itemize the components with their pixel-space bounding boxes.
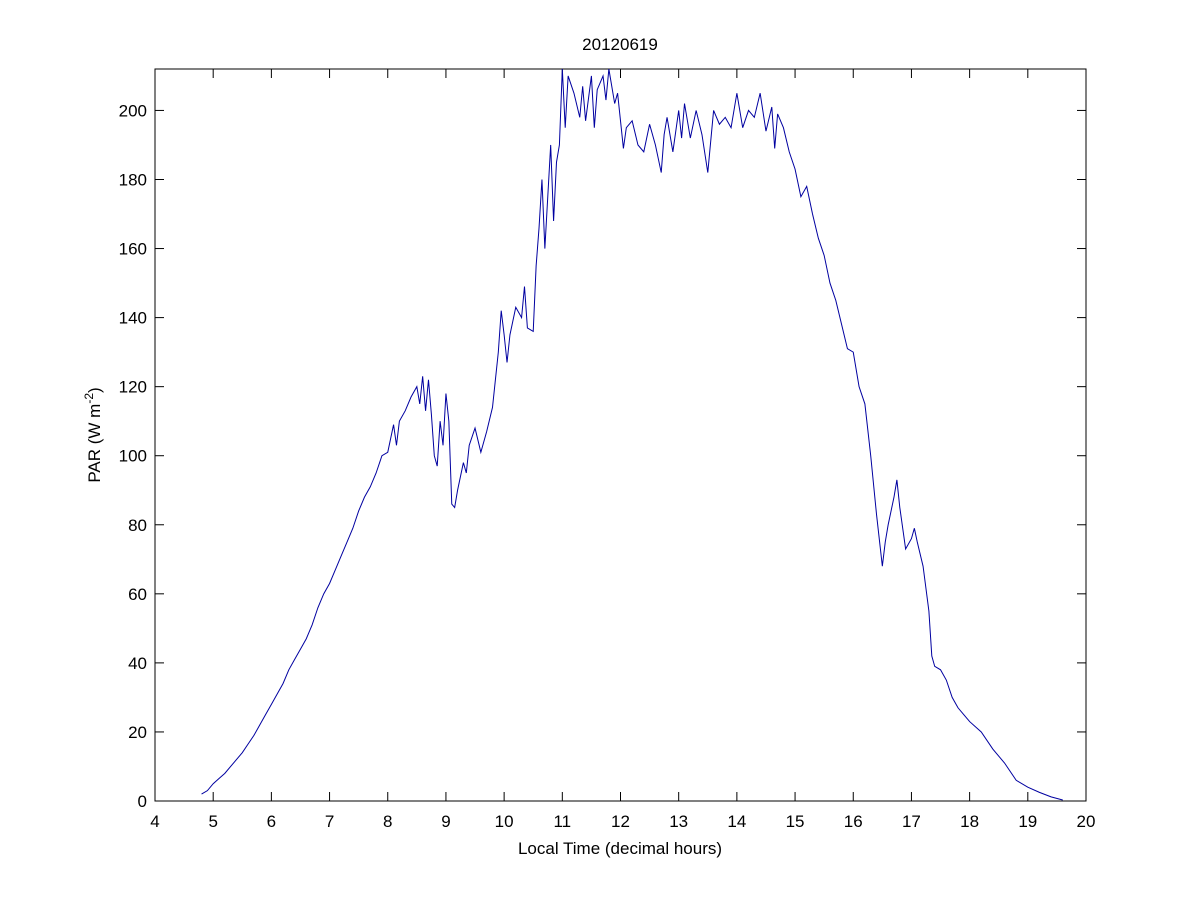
x-tick-label: 8 bbox=[383, 812, 392, 831]
x-tick-label: 18 bbox=[960, 812, 979, 831]
x-tick-label: 7 bbox=[325, 812, 334, 831]
x-tick-label: 11 bbox=[553, 812, 571, 831]
y-tick-label: 200 bbox=[119, 101, 147, 120]
x-tick-label: 19 bbox=[1018, 812, 1037, 831]
y-axis-label-sup: -2 bbox=[82, 393, 96, 404]
y-tick-label: 60 bbox=[128, 585, 147, 604]
y-tick-label: 80 bbox=[128, 516, 147, 535]
y-tick-label: 0 bbox=[138, 792, 147, 811]
y-axis-label: PAR (W m-2) bbox=[82, 387, 104, 482]
x-tick-label: 15 bbox=[786, 812, 805, 831]
y-axis-label-text: PAR (W m bbox=[85, 404, 104, 483]
x-tick-label: 12 bbox=[611, 812, 630, 831]
x-tick-label: 9 bbox=[441, 812, 450, 831]
y-tick-label: 20 bbox=[128, 723, 147, 742]
x-tick-label: 5 bbox=[208, 812, 217, 831]
x-axis-label: Local Time (decimal hours) bbox=[518, 839, 722, 858]
x-tick-label: 17 bbox=[902, 812, 921, 831]
x-tick-label: 20 bbox=[1077, 812, 1096, 831]
x-tick-label: 6 bbox=[267, 812, 276, 831]
y-tick-label: 180 bbox=[119, 170, 147, 189]
x-tick-label: 4 bbox=[150, 812, 159, 831]
chart-title: 20120619 bbox=[582, 35, 658, 54]
plot-frame bbox=[154, 68, 1087, 802]
y-tick-label: 120 bbox=[119, 378, 147, 397]
y-tick-label: 40 bbox=[128, 654, 147, 673]
x-tick-label: 14 bbox=[727, 812, 746, 831]
y-axis-label-suffix: ) bbox=[85, 387, 104, 393]
y-tick-label: 160 bbox=[119, 240, 147, 259]
data-line bbox=[201, 68, 1063, 801]
x-tick-label: 16 bbox=[844, 812, 863, 831]
y-tick-label: 140 bbox=[119, 309, 147, 328]
y-tick-label: 100 bbox=[119, 447, 147, 466]
x-tick-label: 10 bbox=[495, 812, 514, 831]
x-tick-label: 13 bbox=[669, 812, 688, 831]
